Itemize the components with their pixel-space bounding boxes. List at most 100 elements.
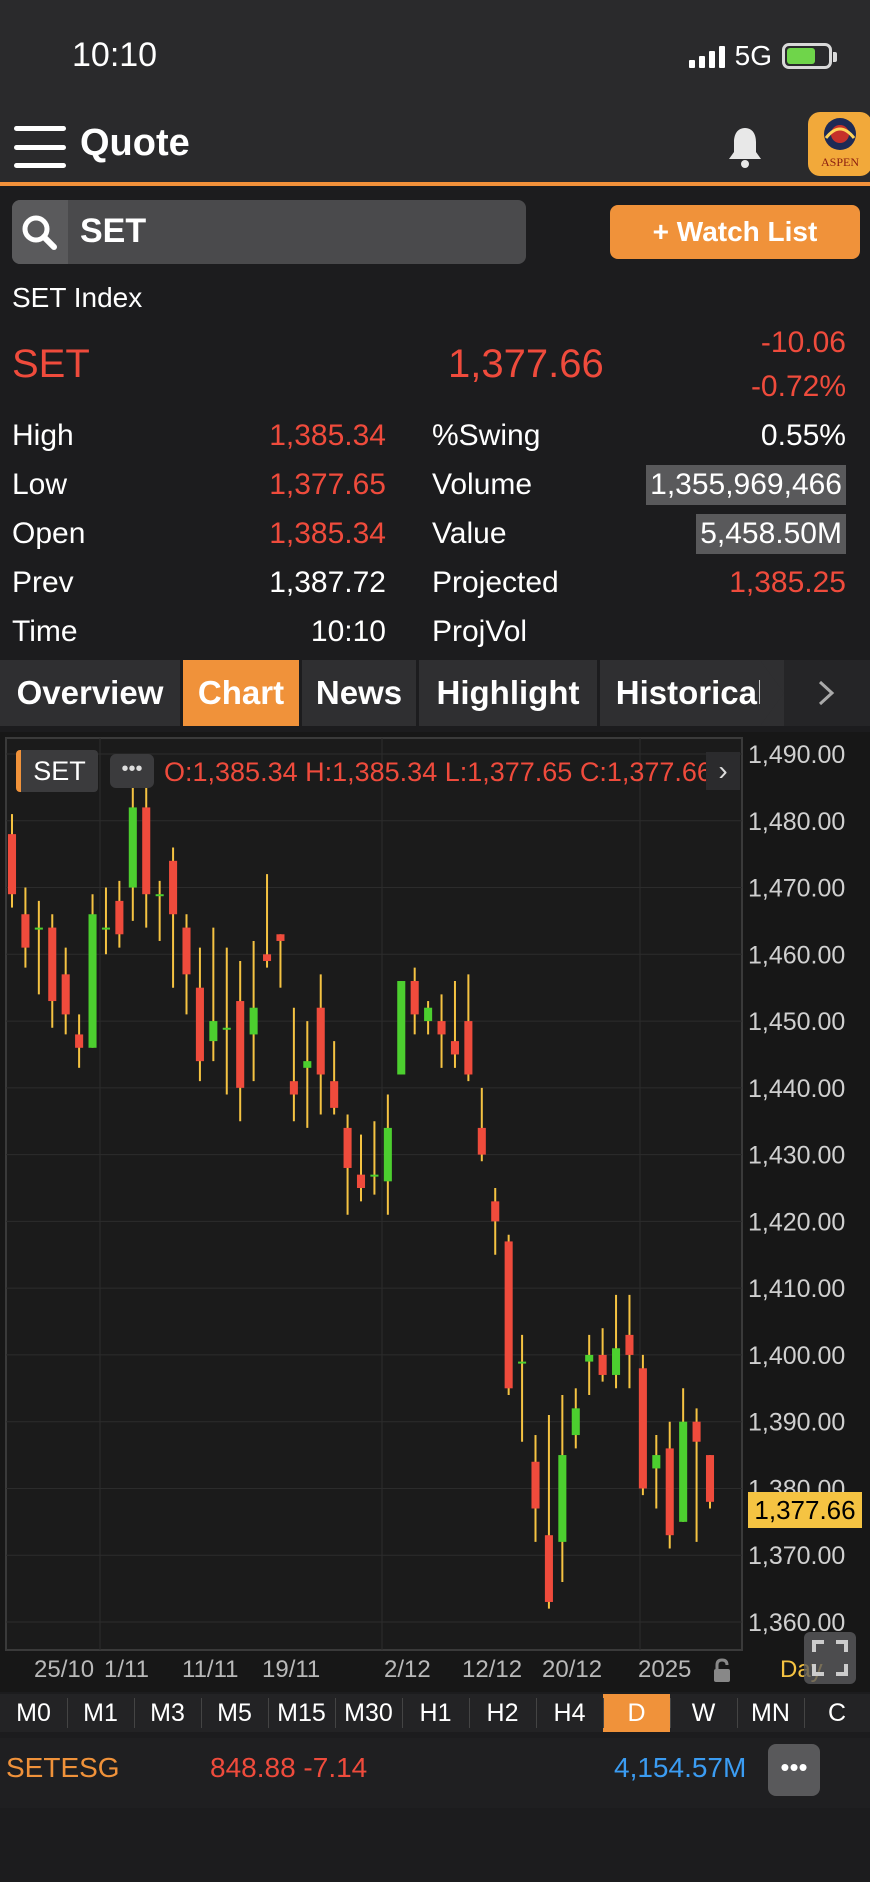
stat-label-volume: Volume (432, 468, 533, 501)
x-tick-label: 20/12 (542, 1656, 603, 1683)
x-tick-label: 12/12 (462, 1656, 523, 1683)
candle-body (370, 1174, 379, 1177)
last-price: 1,377.66 (448, 342, 604, 386)
stat-label-projvol: ProjVol (432, 615, 528, 648)
candle-body (75, 1034, 84, 1048)
candle-body (491, 1201, 500, 1222)
period-m0[interactable]: M0 (16, 1699, 51, 1727)
ohlc-readout: O:1,385.34 H:1,385.34 L:1,377.65 C:1,377… (164, 757, 712, 787)
stat-value-volume: 1,355,969,466 (646, 465, 846, 505)
chart-area[interactable]: 1,490.00 1,480.00 1,470.00 1,460.00 1,450.00… (0, 732, 870, 1692)
chevron-right-icon (818, 680, 835, 706)
chart-symbol-chip[interactable]: SET (16, 750, 98, 792)
stat-label-prev: Prev (12, 566, 74, 599)
bottom-ticker (0, 1738, 870, 1808)
stat-value-swing: 0.55% (760, 419, 846, 452)
price-change-percent: -0.72% (750, 370, 846, 403)
search-icon[interactable] (12, 200, 68, 264)
aspen-logo: ASPEN (808, 112, 870, 176)
y-tick-label: 1,450.00 (748, 1008, 845, 1036)
candle-body (249, 1007, 258, 1035)
expand-icon[interactable] (804, 1632, 856, 1684)
lock-icon[interactable] (712, 1658, 732, 1684)
tabs-next-button[interactable] (760, 660, 870, 726)
period-c[interactable]: C (827, 1699, 847, 1727)
period-h2[interactable]: H2 (486, 1699, 519, 1727)
stat-label-projected: Projected (432, 566, 559, 599)
more-icon[interactable]: ••• (110, 754, 154, 788)
candle-body (48, 927, 57, 1002)
candle-body (182, 927, 191, 975)
bell-icon[interactable] (726, 124, 764, 170)
stat-value-prev: 1,387.72 (269, 566, 386, 599)
chevron-right-icon[interactable]: › (706, 752, 740, 790)
status-bar: 10:10 5G (0, 0, 870, 110)
candle-body (558, 1455, 567, 1542)
period-m15[interactable]: M15 (277, 1699, 326, 1727)
stat-label-swing: %Swing (432, 419, 541, 452)
candlestick-chart[interactable]: 1,490.00 1,480.00 1,470.00 1,460.00 1,450.00… (0, 732, 870, 1692)
candle-body (410, 981, 419, 1015)
signal-icon (688, 44, 725, 68)
candle-body (383, 1127, 392, 1182)
tab-chart[interactable]: Chart (183, 660, 299, 726)
stat-value-time: 10:10 (310, 615, 386, 648)
network-type: 5G (734, 40, 772, 71)
tab-news[interactable]: News (315, 674, 403, 711)
period-m3[interactable]: M3 (150, 1699, 185, 1727)
search-value[interactable]: SET (80, 212, 147, 250)
menu-icon[interactable] (14, 126, 66, 168)
period-selector: M0 M1 M3 M5 M15 M30 H1 H2 H4 D W MN C (0, 1694, 870, 1732)
candle-body (450, 1041, 459, 1055)
y-tick-label: 1,470.00 (748, 875, 845, 903)
candle-body (598, 1354, 607, 1375)
y-tick-label: 1,460.00 (748, 941, 845, 969)
index-name: SET Index (12, 282, 143, 313)
y-tick-label: 1,440.00 (748, 1075, 845, 1103)
logo-text: ASPEN (820, 155, 859, 169)
candle-body (263, 954, 272, 961)
period-mn[interactable]: MN (751, 1699, 790, 1727)
x-tick-label: 2025 (638, 1656, 692, 1683)
period-m30[interactable]: M30 (344, 1699, 393, 1727)
tab-overview[interactable]: Overview (16, 674, 164, 711)
candle-body (585, 1354, 594, 1362)
candle-body (531, 1461, 540, 1509)
ticker-symbol[interactable]: SETESG (6, 1752, 120, 1783)
candle-body (518, 1361, 527, 1364)
stat-label-open: Open (12, 517, 86, 550)
candle-body (61, 974, 70, 1015)
x-tick-label: 1/11 (104, 1656, 149, 1683)
candle-body (195, 987, 204, 1062)
x-tick-label: 25/10 (34, 1656, 95, 1683)
symbol-search-input[interactable]: SET (12, 200, 526, 264)
price-change: -10.06 (760, 326, 846, 359)
candle-body (544, 1535, 553, 1602)
candle-body (356, 1174, 366, 1188)
candle-body (222, 1027, 231, 1030)
more-icon[interactable]: ••• (768, 1744, 820, 1796)
candle-body (652, 1455, 661, 1469)
candle-body (289, 1081, 298, 1095)
period-m1[interactable]: M1 (83, 1699, 118, 1727)
y-tick-label: 1,390.00 (748, 1409, 845, 1437)
period-m5[interactable]: M5 (217, 1699, 252, 1727)
candle-body (571, 1408, 580, 1436)
period-h4[interactable]: H4 (553, 1699, 586, 1727)
candle-body (397, 981, 406, 1075)
tab-historical[interactable]: Historical (615, 674, 767, 711)
candle-body (638, 1368, 647, 1489)
battery-icon (782, 43, 837, 69)
tab-highlight[interactable]: Highlight (436, 674, 580, 711)
candle-body (303, 1061, 312, 1068)
period-h1[interactable]: H1 (419, 1699, 452, 1727)
add-watchlist-button[interactable]: + Watch List (610, 205, 860, 259)
candle-body (236, 1001, 245, 1088)
period-w[interactable]: W (691, 1699, 716, 1727)
stat-value-value: 5,458.50M (696, 514, 846, 554)
x-tick-label: 11/11 (182, 1656, 239, 1683)
x-tick-label: 19/11 (262, 1656, 321, 1683)
candle-body (21, 914, 30, 948)
candle-body (437, 1021, 446, 1035)
period-d[interactable]: D (603, 1694, 670, 1732)
